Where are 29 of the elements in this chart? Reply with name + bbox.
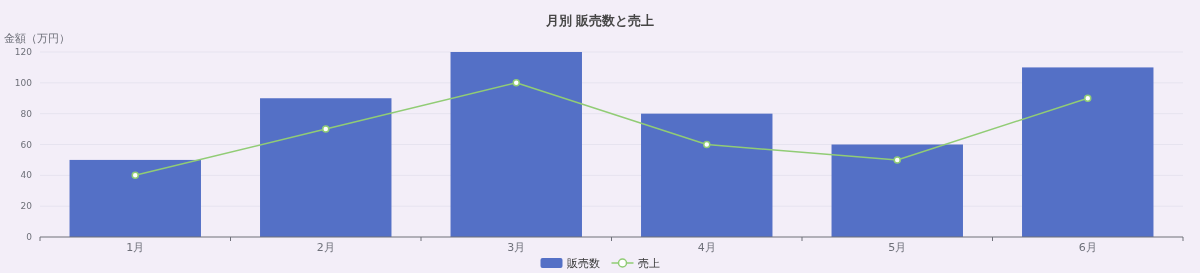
x-tick-label: 1月	[126, 241, 145, 254]
y-tick-label: 20	[20, 201, 33, 212]
bar	[1022, 67, 1154, 237]
y-tick-label: 100	[14, 77, 33, 88]
y-tick-label: 80	[20, 108, 33, 119]
bar	[260, 98, 392, 237]
y-tick-label: 40	[20, 170, 33, 181]
bar	[450, 52, 582, 237]
y-tick-label: 0	[26, 232, 33, 242]
x-tick-label: 3月	[507, 241, 526, 254]
point	[1084, 94, 1092, 102]
y-tick-label: 60	[20, 139, 33, 150]
x-tick-label: 5月	[888, 241, 907, 254]
y-axis-title: 金額（万円）	[4, 32, 70, 45]
x-tick-label: 6月	[1078, 241, 1097, 254]
point	[893, 156, 901, 164]
y-tick-label: 120	[14, 47, 33, 57]
bar	[831, 144, 963, 237]
bar	[641, 113, 773, 237]
point	[512, 79, 520, 87]
legend-label: 販売数	[566, 257, 600, 270]
chart-title: 月別 販売数と売上	[544, 13, 655, 28]
legend-label: 売上	[637, 257, 660, 270]
point	[322, 125, 330, 133]
bar	[69, 159, 201, 237]
point	[131, 171, 139, 180]
point	[703, 140, 711, 149]
x-tick-label: 4月	[697, 241, 716, 254]
x-tick-label: 2月	[316, 241, 335, 254]
